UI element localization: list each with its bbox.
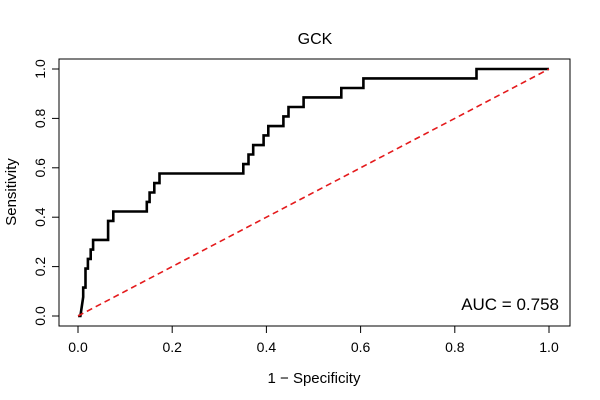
x-tick-label: 0.8 (445, 339, 465, 355)
y-axis-label: Sensitivity (3, 158, 20, 226)
roc-curve (78, 67, 549, 318)
y-tick-label: 0.2 (32, 257, 48, 277)
x-tick-label: 0.0 (68, 339, 88, 355)
x-tick-label: 0.2 (162, 339, 182, 355)
y-tick-label: 1.0 (32, 59, 48, 79)
auc-annotation: AUC = 0.758 (461, 295, 559, 314)
x-axis: 0.0 0.2 0.4 0.6 0.8 1.0 (68, 325, 559, 355)
x-tick-label: 1.0 (539, 339, 559, 355)
chart-title: GCK (298, 31, 333, 48)
y-tick-label: 0.6 (32, 158, 48, 178)
y-tick-label: 0.4 (32, 207, 48, 227)
y-tick-label: 0.8 (32, 108, 48, 128)
x-axis-label: 1 − Specificity (268, 370, 361, 387)
y-axis: 0.0 0.2 0.4 0.6 0.8 1.0 (32, 59, 60, 326)
x-tick-label: 0.6 (351, 339, 371, 355)
plot-area (77, 67, 550, 318)
reference-diagonal-line (77, 68, 550, 317)
y-tick-label: 0.0 (32, 306, 48, 326)
x-tick-label: 0.4 (257, 339, 277, 355)
